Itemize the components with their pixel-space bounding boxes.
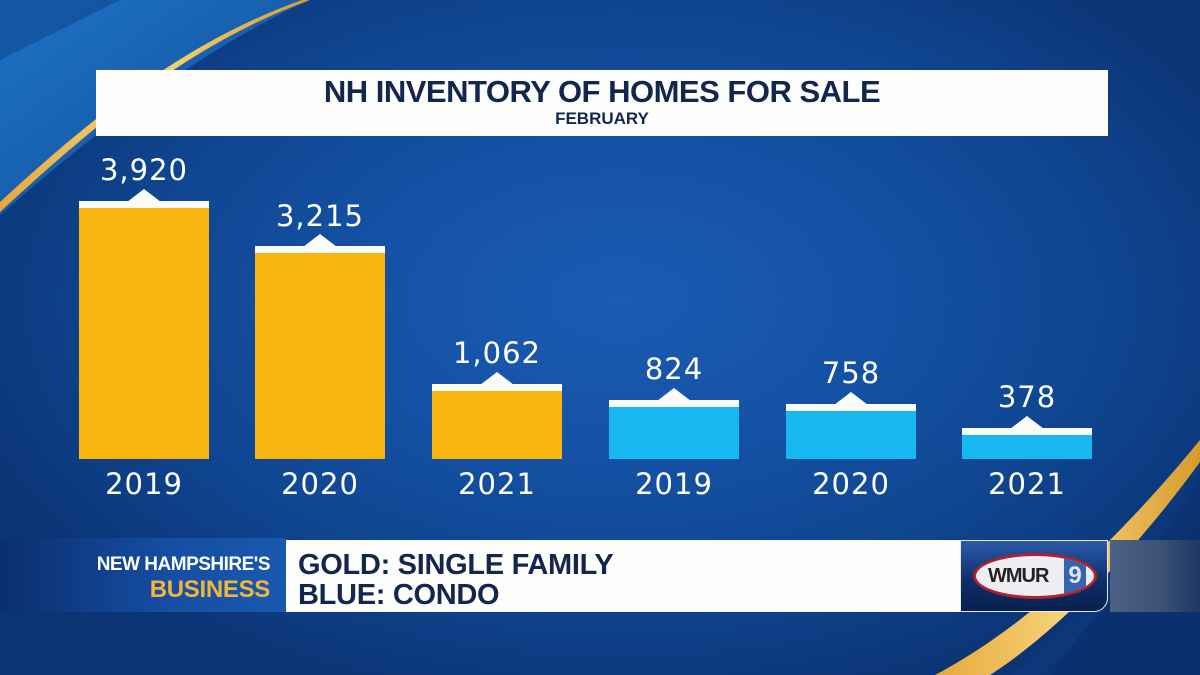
bar-fill [962,435,1092,459]
value-label: 378 [997,380,1057,414]
bar-single-family-2020 [255,234,385,459]
show-name-line1: NEW HAMPSHIRE'S [96,554,271,575]
bar-cap [255,246,385,253]
bar-fill [786,411,916,459]
bar-pointer [480,372,514,385]
bar-condo-2020 [786,392,916,459]
legend-box: GOLD: SINGLE FAMILY BLUE: CONDO [286,540,960,612]
chart-title-banner: NH INVENTORY OF HOMES FOR SALE FEBRUARY [96,70,1108,136]
legend-blue: BLUE: CONDO [298,579,500,611]
lower-third-end-panel [1110,540,1200,612]
value-label: 1,062 [452,336,542,370]
lower-third: NEW HAMPSHIRE'S BUSINESS GOLD: SINGLE FA… [0,538,1200,612]
show-name-line2: BUSINESS [149,576,271,603]
show-name-box: NEW HAMPSHIRE'S BUSINESS [0,538,286,612]
year-label: 2020 [281,467,359,501]
logo-oval: WMUR 9 [973,553,1097,599]
bar-cap [962,428,1092,435]
bar-single-family-2021 [432,372,562,459]
year-label: 2021 [988,467,1066,501]
bar-single-family-2019 [79,189,209,459]
bar-cap [786,404,916,411]
bar-pointer [303,234,337,247]
station-logo: WMUR 9 [960,540,1108,612]
bar-cap [432,384,562,391]
year-label: 2019 [635,467,713,501]
chart-title: NH INVENTORY OF HOMES FOR SALE [323,74,881,109]
value-label: 824 [644,352,704,386]
bar-fill [609,407,739,459]
value-label: 3,215 [275,199,365,233]
bar-fill [79,208,209,459]
bar-pointer [657,388,691,401]
bar-pointer [834,392,868,405]
year-label: 2020 [812,467,890,501]
year-label: 2019 [105,467,183,501]
year-label: 2021 [458,467,536,501]
bar-fill [432,391,562,459]
logo-number: 9 [1064,556,1086,596]
value-label: 758 [821,356,881,390]
bar-condo-2019 [609,388,739,459]
bar-cap [609,400,739,407]
bar-cap [79,201,209,208]
chart-subtitle: FEBRUARY [555,109,649,128]
bar-condo-2021 [962,416,1092,459]
logo-text: WMUR [988,565,1049,587]
value-label: 3,920 [99,153,189,187]
legend-gold: GOLD: SINGLE FAMILY [298,549,614,581]
bar-fill [255,253,385,459]
bar-pointer [1010,416,1044,429]
bar-pointer [127,189,161,202]
